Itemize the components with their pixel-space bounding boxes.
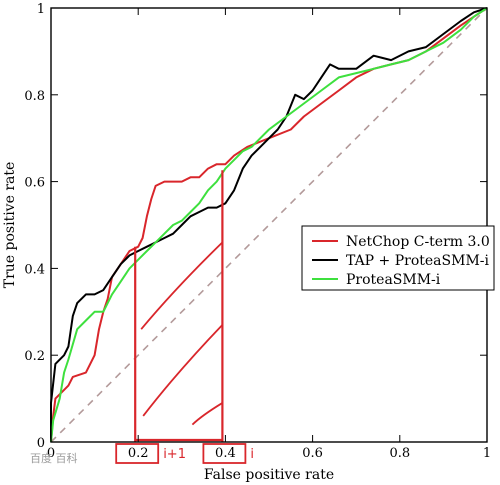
y-axis-title: True positive rate xyxy=(2,162,18,289)
y-tick-label: 0 xyxy=(37,436,45,451)
legend-label: ProteaSMM-i xyxy=(346,272,441,288)
axis-tick-labels: 0 0.2 0.4 0.6 0.8 1 0 0.2 0.4 0.6 0.8 1 xyxy=(24,2,491,461)
y-tick-label: 1 xyxy=(37,2,45,17)
boxed-tick-0 xyxy=(115,443,160,464)
annotation-hatch xyxy=(142,324,224,417)
annotation-hatch xyxy=(140,241,224,330)
boxed-tick-1 xyxy=(202,443,247,464)
annotation-layer: i+1 i xyxy=(115,170,254,464)
annotation-label-0: i+1 xyxy=(163,447,186,462)
x-tick-label: 0 xyxy=(47,446,55,461)
y-tick-label: 0.6 xyxy=(24,176,45,191)
x-tick-label: 1 xyxy=(483,446,491,461)
legend-label: TAP + ProteaSMM-i xyxy=(346,253,490,269)
series-line-2 xyxy=(50,7,488,443)
series-line-1 xyxy=(50,7,488,442)
x-tick-label: 0.2 xyxy=(128,446,149,461)
legend-label: NetChop C-term 3.0 xyxy=(346,234,490,250)
legend: NetChop C-term 3.0 TAP + ProteaSMM-i Prote… xyxy=(301,225,495,291)
roc-curves xyxy=(50,7,488,443)
x-axis-title: False positive rate xyxy=(204,467,334,483)
x-tick-label: 0.4 xyxy=(215,446,236,461)
y-tick-label: 0.2 xyxy=(24,349,45,364)
plot-frame xyxy=(50,7,488,443)
annotation-hatch xyxy=(191,402,223,426)
watermark-text: 百度 百科 xyxy=(30,451,78,465)
x-tick-label: 0.6 xyxy=(302,446,323,461)
diagonal-reference xyxy=(50,7,488,443)
x-tick-label: 0.8 xyxy=(389,446,410,461)
y-tick-label: 0.4 xyxy=(24,262,45,277)
y-tick-label: 0.8 xyxy=(24,89,45,104)
diagonal-line xyxy=(50,7,488,443)
annotation-label-1: i xyxy=(250,447,254,462)
